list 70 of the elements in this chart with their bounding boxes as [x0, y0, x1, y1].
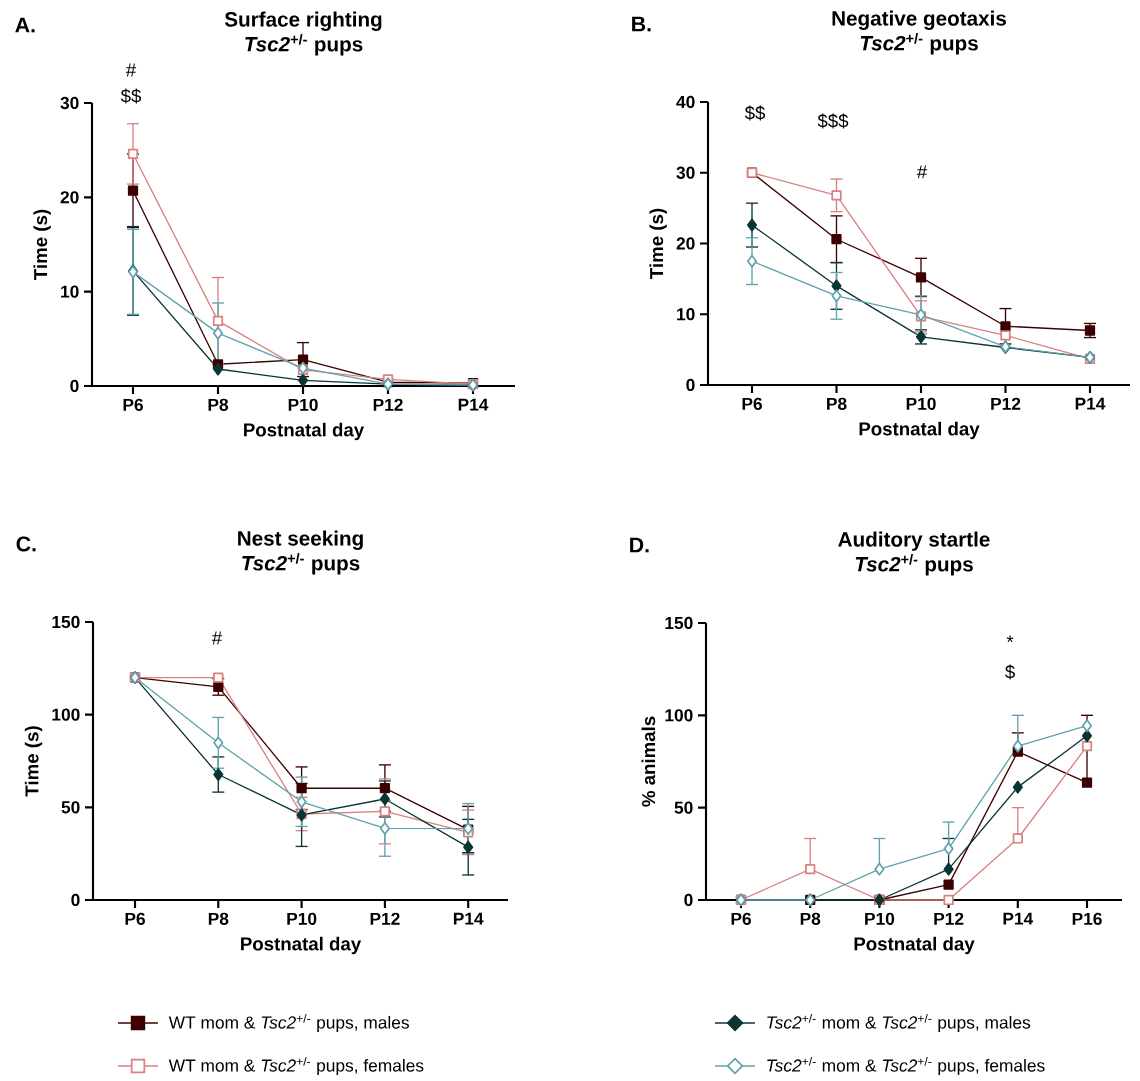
text: C. — [16, 536, 36, 552]
chart-subtitle: Tsc2$^{+/-}$ pups — [855, 553, 973, 576]
x-tick-label: P6 — [742, 397, 762, 410]
legend-label: WT mom & Tsc2$^{+/-}$ pups, males — [168, 1013, 409, 1033]
x-tick-label: P14 — [453, 912, 484, 925]
annotation: # — [211, 631, 223, 645]
text: D. — [630, 537, 649, 553]
x-tick-label: P16 — [1072, 912, 1102, 925]
x-tick-label: P8 — [800, 912, 821, 925]
x-tick-label: P12 — [373, 398, 403, 411]
x-tick-label: P10 — [288, 398, 318, 411]
y-tick-label: 100 — [665, 709, 693, 722]
y-tick-label: 0 — [71, 893, 80, 907]
y-axis-title: % animals — [641, 716, 656, 807]
x-tick-label: P12 — [991, 397, 1021, 410]
x-axis-title: Postnatal day — [241, 936, 362, 955]
x-tick-label: P10 — [287, 912, 317, 925]
legend-label: Tsc2$^{+/-}$ mom & Tsc2$^{+/-}$ pups, males — [767, 1013, 1031, 1033]
annotation: # — [916, 165, 928, 179]
y-tick-label: 50 — [61, 801, 80, 814]
text: # — [125, 63, 137, 77]
x-axis-title: Postnatal day — [859, 421, 980, 440]
y-tick-label: 10 — [61, 285, 79, 298]
y-tick-label: 0 — [70, 379, 79, 393]
y-tick-label: 50 — [674, 801, 693, 814]
x-tick-label: P6 — [123, 398, 143, 411]
x-axis-title: Postnatal day — [244, 422, 365, 441]
text: B. — [632, 16, 651, 32]
annotation: $ — [1005, 664, 1015, 680]
x-tick-label: P10 — [906, 397, 936, 410]
chart-title: Nest seeking — [238, 530, 363, 550]
legend-label: Tsc2$^{+/-}$ mom & Tsc2$^{+/-}$ pups, females — [767, 1056, 1045, 1076]
annotation: $$ — [744, 105, 766, 121]
y-tick-label: 100 — [52, 708, 80, 721]
x-tick-label: P12 — [934, 912, 964, 925]
y-tick-label: 20 — [60, 191, 79, 204]
legend-label: WT mom & Tsc2$^{+/-}$ pups, females — [168, 1056, 424, 1076]
y-tick-label: 10 — [677, 308, 695, 321]
x-tick-label: P8 — [208, 912, 229, 925]
annotation: $$ — [120, 88, 142, 104]
chart-subtitle: Tsc2$^{+/-}$ pups — [245, 33, 363, 56]
x-tick-label: P6 — [125, 912, 145, 925]
y-axis-title: Time (s) — [33, 209, 51, 280]
x-tick-label: P8 — [208, 398, 229, 411]
x-tick-label: P12 — [370, 912, 400, 925]
y-tick-label: 20 — [676, 237, 695, 250]
x-tick-label: P8 — [827, 397, 847, 410]
y-tick-label: 40 — [676, 95, 695, 109]
y-tick-label: 0 — [684, 893, 693, 907]
x-tick-label: P10 — [865, 912, 895, 925]
x-tick-label: P14 — [458, 398, 489, 411]
y-tick-label: 30 — [60, 96, 79, 110]
annotation: $$$ — [817, 113, 849, 129]
y-tick-label: 150 — [665, 616, 693, 630]
x-tick-label: P14 — [1075, 397, 1106, 410]
chart-title: Negative geotaxis — [832, 10, 1006, 30]
x-tick-label: P6 — [731, 912, 751, 925]
chart-title: Surface righting — [224, 11, 382, 31]
y-axis-title: Time (s) — [24, 726, 43, 797]
x-tick-label: P14 — [1003, 912, 1034, 925]
annotation: * — [1006, 635, 1014, 643]
y-tick-label: 0 — [686, 378, 695, 392]
text: A. — [15, 17, 35, 33]
chart-subtitle: Tsc2$^{+/-}$ pups — [242, 552, 360, 575]
y-tick-label: 150 — [52, 615, 80, 629]
chart-subtitle: Tsc2$^{+/-}$ pups — [860, 32, 978, 55]
y-tick-label: 30 — [676, 166, 695, 179]
x-axis-title: Postnatal day — [854, 936, 975, 955]
y-axis-title: Time (s) — [649, 208, 667, 279]
chart-title: Auditory startle — [838, 531, 990, 551]
